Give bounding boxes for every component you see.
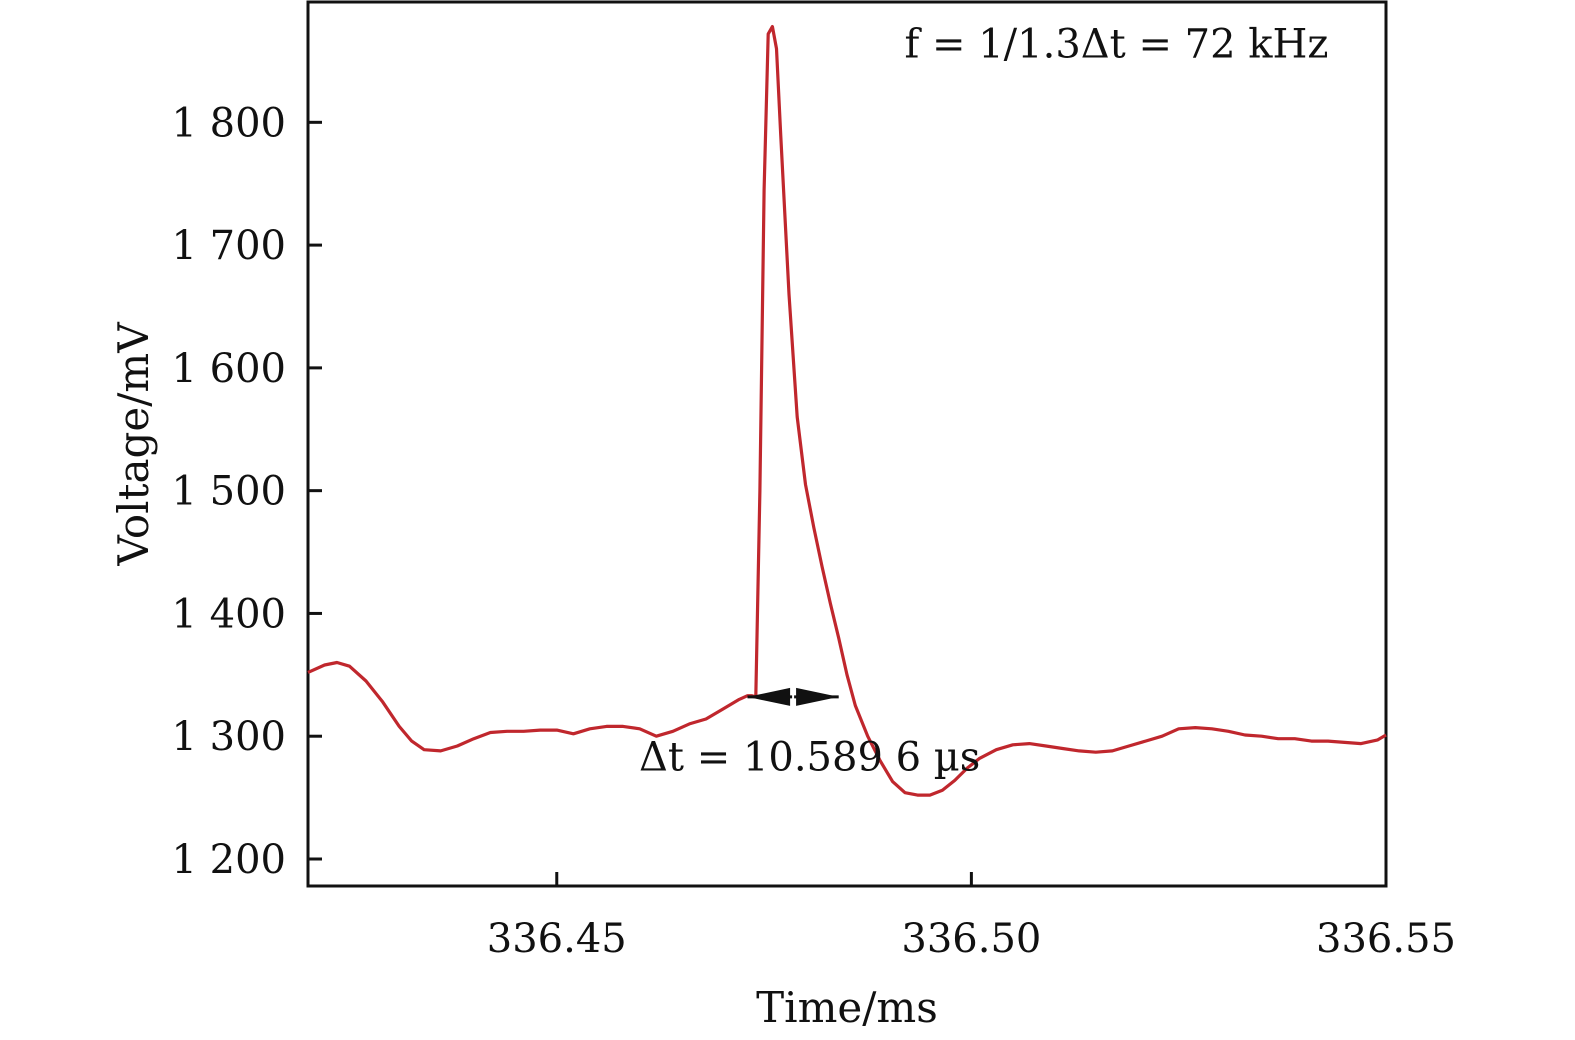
x-axis-title: Time/ms — [756, 983, 938, 1032]
y-tick-label: 1 800 — [171, 100, 286, 146]
y-tick-label: 1 300 — [171, 714, 286, 760]
voltage-trace — [307, 25, 1387, 797]
x-tick-label: 336.55 — [1316, 916, 1456, 962]
x-axis: 336.45 336.50 336.55 — [487, 872, 1456, 962]
interval-annotation: Δt = 10.589 6 µs — [639, 735, 980, 781]
plot-frame — [306, 0, 1388, 888]
interval-arrow — [747, 687, 839, 706]
arrow-head-right — [796, 687, 839, 706]
y-tick-label: 1 500 — [171, 469, 286, 515]
y-tick-label: 1 200 — [171, 837, 286, 883]
y-tick-label: 1 700 — [171, 223, 286, 269]
x-tick-label: 336.50 — [901, 916, 1041, 962]
frequency-annotation: f = 1/1.3Δt = 72 kHz — [904, 21, 1328, 67]
arrow-head-left — [747, 687, 791, 706]
y-axis-title: Voltage/mV — [109, 322, 158, 567]
y-tick-label: 1 600 — [171, 346, 286, 392]
y-tick-label: 1 400 — [171, 591, 286, 637]
x-tick-label: 336.45 — [487, 916, 627, 962]
y-axis: 1 200 1 300 1 400 1 500 1 600 1 700 1 800 — [171, 100, 322, 883]
